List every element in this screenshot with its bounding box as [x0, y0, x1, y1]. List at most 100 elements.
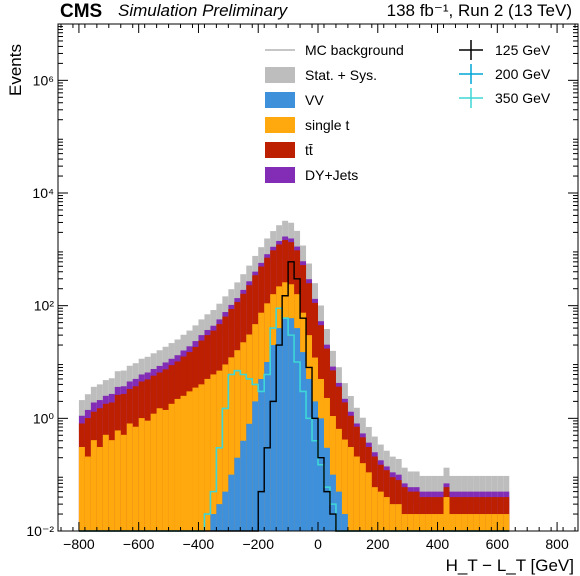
- x-tick-label: 400: [426, 536, 450, 552]
- y-tick-label: 10⁰: [33, 410, 55, 426]
- stack-bin-singlet: [138, 418, 145, 531]
- stack-bin-singlet: [156, 408, 163, 531]
- x-tick-label: 600: [486, 536, 510, 552]
- stack-bin-singlet: [473, 514, 480, 531]
- stack-bin-vv: [341, 514, 348, 531]
- y-tick-label: 10⁶: [33, 72, 54, 88]
- stack-bin-vv: [294, 328, 301, 531]
- stack-bin-singlet: [204, 378, 211, 531]
- stack-bin-vv: [264, 362, 271, 531]
- stack-bin-singlet: [174, 398, 181, 531]
- stack-bin-singlet: [192, 387, 199, 531]
- stack-bin-singlet: [180, 395, 187, 531]
- stack-bin-singlet: [371, 487, 378, 531]
- stack-bin-tt: [413, 491, 420, 531]
- stack-bin-singlet: [335, 428, 342, 531]
- stack-bin-vv: [288, 318, 295, 531]
- stack-bin-singlet: [353, 456, 360, 531]
- stack-bin-singlet: [455, 514, 462, 531]
- status-label: Simulation Preliminary: [118, 1, 288, 20]
- stack-bin-singlet: [479, 514, 486, 531]
- stack-bin-singlet: [365, 472, 372, 531]
- stack-bin-singlet: [491, 514, 498, 531]
- legend-label: VV: [305, 92, 324, 108]
- stack-bin-singlet: [198, 384, 205, 531]
- legend-label: DY+Jets: [305, 167, 358, 183]
- stack-bin-vv: [216, 504, 223, 531]
- stack-bin-singlet: [78, 446, 85, 531]
- stack-bin-vv: [234, 457, 241, 531]
- stack-bin-vv: [276, 328, 283, 531]
- stack-bin-singlet: [341, 439, 348, 531]
- stack-bin-singlet: [96, 446, 103, 531]
- stack-bin-singlet: [383, 497, 390, 531]
- luminosity-label: 138 fb⁻¹, Run 2 (13 TeV): [386, 1, 572, 20]
- stack-bin-singlet: [114, 430, 121, 531]
- x-tick-label: 0: [314, 536, 322, 552]
- stack-bin-singlet: [461, 514, 468, 531]
- stack-bin-singlet: [449, 514, 456, 531]
- y-tick-label: 10⁴: [32, 185, 54, 201]
- stack-bin-singlet: [413, 514, 420, 531]
- y-tick-label: 10⁻²: [26, 523, 54, 539]
- legend-label: MC background: [305, 42, 404, 58]
- stack-bin-tt: [407, 491, 414, 531]
- stack-bin-singlet: [168, 403, 175, 531]
- x-tick-label: 200: [366, 536, 390, 552]
- legend-label: Stat. + Sys.: [305, 67, 377, 83]
- stack-bin-singlet: [222, 364, 229, 531]
- stack-bin-vv: [252, 401, 259, 531]
- stack-bin-singlet: [407, 514, 414, 531]
- stack-bin-singlet: [228, 357, 235, 531]
- stack-bin-singlet: [108, 440, 115, 531]
- stack-bin-singlet: [234, 350, 241, 531]
- stack-bin-vv: [282, 318, 289, 531]
- stack-bin-singlet: [425, 514, 432, 531]
- legend-label: single t: [305, 117, 349, 133]
- stack-bin-singlet: [467, 514, 474, 531]
- stack-bin-tt: [401, 487, 408, 531]
- stack-bin-singlet: [347, 446, 354, 531]
- stack-bin-singlet: [401, 514, 408, 531]
- stack-bin-singlet: [162, 409, 169, 531]
- stack-bin-singlet: [443, 497, 450, 531]
- stack-bin-singlet: [126, 423, 133, 531]
- stack-bin-singlet: [150, 413, 157, 531]
- stack-bin-vv: [240, 440, 247, 531]
- stack-bin-vv: [246, 423, 253, 531]
- stack-bin-singlet: [84, 456, 91, 531]
- stack-bin-singlet: [240, 342, 247, 531]
- legend-label: 125 GeV: [495, 42, 551, 58]
- stack-bin-vv: [222, 491, 229, 531]
- stack-bin-singlet: [120, 434, 127, 531]
- stack-bin-vv: [306, 378, 313, 531]
- stack-bin-vv: [270, 345, 277, 531]
- stack-bin-singlet: [395, 504, 402, 531]
- stack-bin-singlet: [210, 374, 217, 531]
- stack-bin-vv: [335, 491, 342, 531]
- x-tick-label: −400: [183, 536, 215, 552]
- stack-bin-vv: [300, 352, 307, 531]
- stack-bin-singlet: [102, 434, 109, 531]
- stack-bin-singlet: [497, 514, 504, 531]
- stack-bin-singlet: [419, 514, 426, 531]
- stack-bin-singlet: [503, 514, 510, 531]
- stack-bin-singlet: [431, 514, 438, 531]
- stack-bin-singlet: [359, 463, 366, 531]
- legend-label: tt̄: [305, 142, 313, 158]
- stack-bin-singlet: [377, 491, 384, 531]
- x-tick-label: −600: [123, 536, 155, 552]
- stack-bin-vv: [312, 401, 318, 531]
- legend-swatch: [265, 167, 295, 183]
- stack-bin-singlet: [90, 440, 97, 531]
- stack-bin-singlet: [132, 426, 139, 531]
- x-tick-label: −800: [63, 536, 95, 552]
- legend-swatch: [265, 92, 295, 108]
- experiment-label: CMS: [60, 1, 103, 22]
- stack-bin-vv: [318, 418, 324, 531]
- x-tick-label: 800: [545, 536, 569, 552]
- legend-label: 350 GeV: [495, 90, 551, 106]
- legend-label: 200 GeV: [495, 66, 551, 82]
- stack-bin-singlet: [186, 391, 193, 531]
